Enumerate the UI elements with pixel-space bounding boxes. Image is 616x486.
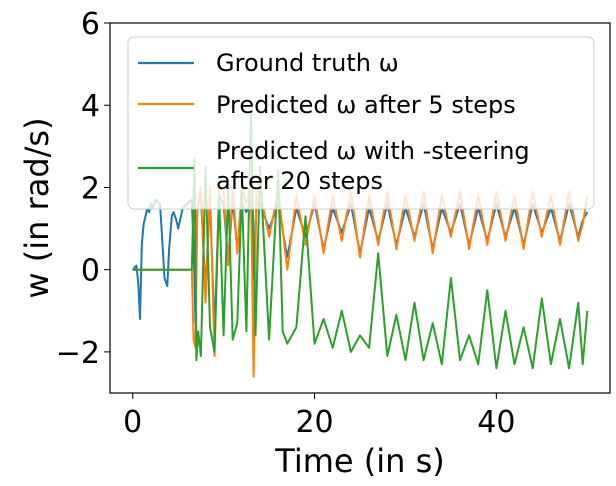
y-tick-label: 0 [81,254,100,289]
legend-label-line2: after 20 steps [216,167,383,195]
y-ticks: −2 0 2 4 6 [56,7,110,371]
y-tick-label: 4 [81,89,100,124]
x-tick-label: 0 [123,405,142,440]
series-line-2 [132,112,589,370]
plot-frame [109,22,611,394]
y-axis-title: w (in rad/s) [18,117,56,298]
y-tick-label: −2 [56,336,100,371]
y-tick-label: 2 [81,171,100,206]
x-ticks: 0 20 40 [123,393,515,440]
legend-label-ground-truth: Ground truth ω [216,49,399,77]
legend-label-predicted-steering: Predicted ω with -steering after 20 step… [216,137,537,195]
x-tick-label: 20 [295,405,333,440]
legend: Ground truth ω Predicted ω after 5 steps… [127,36,595,210]
legend-box [127,36,595,210]
legend-label-predicted-5-steps: Predicted ω after 5 steps [216,91,516,119]
y-tick-label: 6 [81,7,100,42]
x-tick-label: 40 [477,405,515,440]
x-axis-title: Time (in s) [274,442,444,480]
legend-label-line1: Predicted ω with -steering [216,137,530,165]
